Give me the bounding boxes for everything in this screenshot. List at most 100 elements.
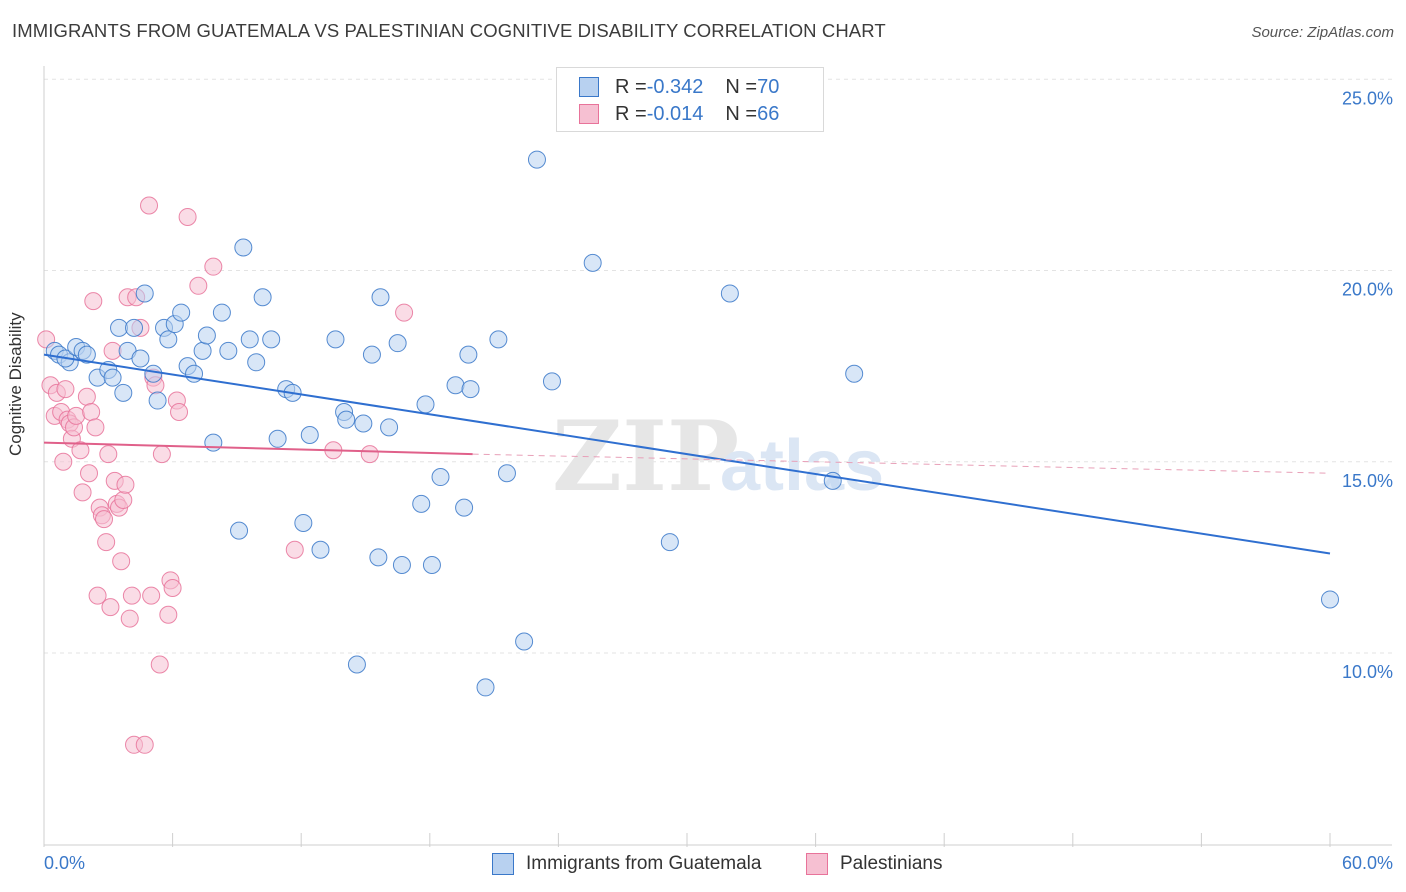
point-palestinians	[395, 303, 414, 322]
point-guatemala	[416, 395, 435, 414]
point-guatemala	[461, 380, 480, 399]
point-guatemala	[459, 345, 478, 364]
point-palestinians	[82, 403, 101, 422]
point-palestinians	[150, 655, 169, 674]
point-palestinians	[56, 380, 75, 399]
point-guatemala	[422, 556, 441, 575]
point-guatemala	[1321, 590, 1339, 609]
point-palestinians	[204, 257, 223, 276]
point-palestinians	[120, 609, 139, 628]
point-palestinians	[159, 605, 178, 624]
point-guatemala	[219, 341, 238, 360]
y-axis-label: Cognitive Disability	[6, 312, 25, 456]
point-guatemala	[262, 330, 281, 349]
point-palestinians	[97, 533, 116, 552]
point-guatemala	[311, 540, 330, 559]
point-palestinians	[122, 586, 141, 605]
axes	[43, 66, 1392, 847]
point-guatemala	[527, 150, 546, 169]
n-value: 70	[757, 75, 780, 98]
point-guatemala	[268, 429, 287, 448]
point-guatemala	[476, 678, 495, 697]
point-palestinians	[101, 598, 120, 617]
point-guatemala	[294, 513, 313, 532]
point-guatemala	[326, 330, 345, 349]
n-value: 66	[757, 102, 780, 125]
point-guatemala	[337, 410, 356, 429]
point-guatemala	[515, 632, 534, 651]
point-palestinians	[285, 540, 304, 559]
watermark-zip: ZIP	[552, 400, 739, 513]
point-guatemala	[135, 284, 154, 303]
r-value: -0.342	[646, 75, 704, 98]
n-label: N =	[725, 102, 758, 125]
point-guatemala	[583, 253, 602, 272]
grid-lines	[44, 78, 1392, 654]
point-guatemala	[131, 349, 150, 368]
point-guatemala	[392, 556, 411, 575]
watermark: ZIP atlas	[552, 400, 884, 513]
legend-label-palestinians: Palestinians	[840, 853, 943, 874]
point-guatemala	[234, 238, 253, 257]
legend-item-palestinians: Palestinians	[806, 853, 942, 875]
y-tick-label: 10.0%	[1342, 662, 1393, 682]
point-palestinians	[142, 586, 161, 605]
stats-legend-row-pink: R = -0.014 N = 66	[579, 102, 779, 126]
point-palestinians	[140, 196, 159, 215]
point-palestinians	[67, 406, 86, 425]
point-palestinians	[152, 445, 171, 464]
trend-lines	[43, 353, 1331, 555]
legend-label-guatemala: Immigrants from Guatemala	[526, 853, 762, 874]
point-palestinians	[170, 403, 189, 422]
point-palestinians	[77, 387, 96, 406]
x-tick-label: 60.0%	[1342, 853, 1393, 873]
point-guatemala	[300, 425, 319, 444]
trend-line-palestinians	[43, 441, 473, 456]
point-guatemala	[103, 368, 122, 387]
tick-labels: 10.0% 15.0% 20.0% 25.0% 0.0% 60.0%	[44, 88, 1393, 873]
point-guatemala	[455, 498, 474, 517]
point-guatemala	[110, 318, 129, 337]
trend-line-guatemala	[43, 353, 1331, 555]
point-palestinians	[116, 475, 135, 494]
point-guatemala	[380, 418, 399, 437]
point-palestinians	[178, 207, 197, 226]
point-guatemala	[114, 383, 133, 402]
point-guatemala	[172, 303, 191, 322]
legend-swatch-pink	[806, 853, 828, 875]
y-tick-label: 20.0%	[1342, 280, 1393, 300]
point-guatemala	[369, 548, 388, 567]
point-guatemala	[125, 318, 144, 337]
point-guatemala	[347, 655, 366, 674]
point-guatemala	[148, 391, 167, 410]
r-label: R =	[615, 102, 647, 125]
y-tick-label: 25.0%	[1342, 88, 1393, 108]
point-guatemala	[197, 326, 216, 345]
point-guatemala	[212, 303, 231, 322]
pink-swatch	[579, 104, 599, 124]
point-palestinians	[114, 491, 133, 509]
point-guatemala	[240, 330, 259, 349]
point-guatemala	[446, 376, 465, 395]
blue-swatch	[579, 77, 599, 97]
point-guatemala	[362, 345, 381, 364]
r-value: -0.014	[646, 102, 704, 125]
point-guatemala	[371, 288, 390, 307]
stats-legend-row-blue: R = -0.342 N = 70	[579, 75, 779, 99]
point-guatemala	[845, 364, 864, 383]
point-palestinians	[360, 445, 379, 464]
point-guatemala	[247, 353, 266, 372]
point-palestinians	[135, 735, 154, 754]
source-label: Source: ZipAtlas.com	[1251, 24, 1394, 41]
point-guatemala	[542, 372, 561, 391]
point-palestinians	[112, 552, 131, 571]
point-palestinians	[54, 452, 73, 471]
point-palestinians	[95, 510, 114, 529]
data-points	[37, 150, 1339, 754]
y-tick-label: 15.0%	[1342, 471, 1393, 491]
point-guatemala	[159, 330, 178, 349]
point-guatemala	[660, 533, 679, 552]
point-guatemala	[431, 468, 450, 487]
n-label: N =	[725, 75, 758, 98]
